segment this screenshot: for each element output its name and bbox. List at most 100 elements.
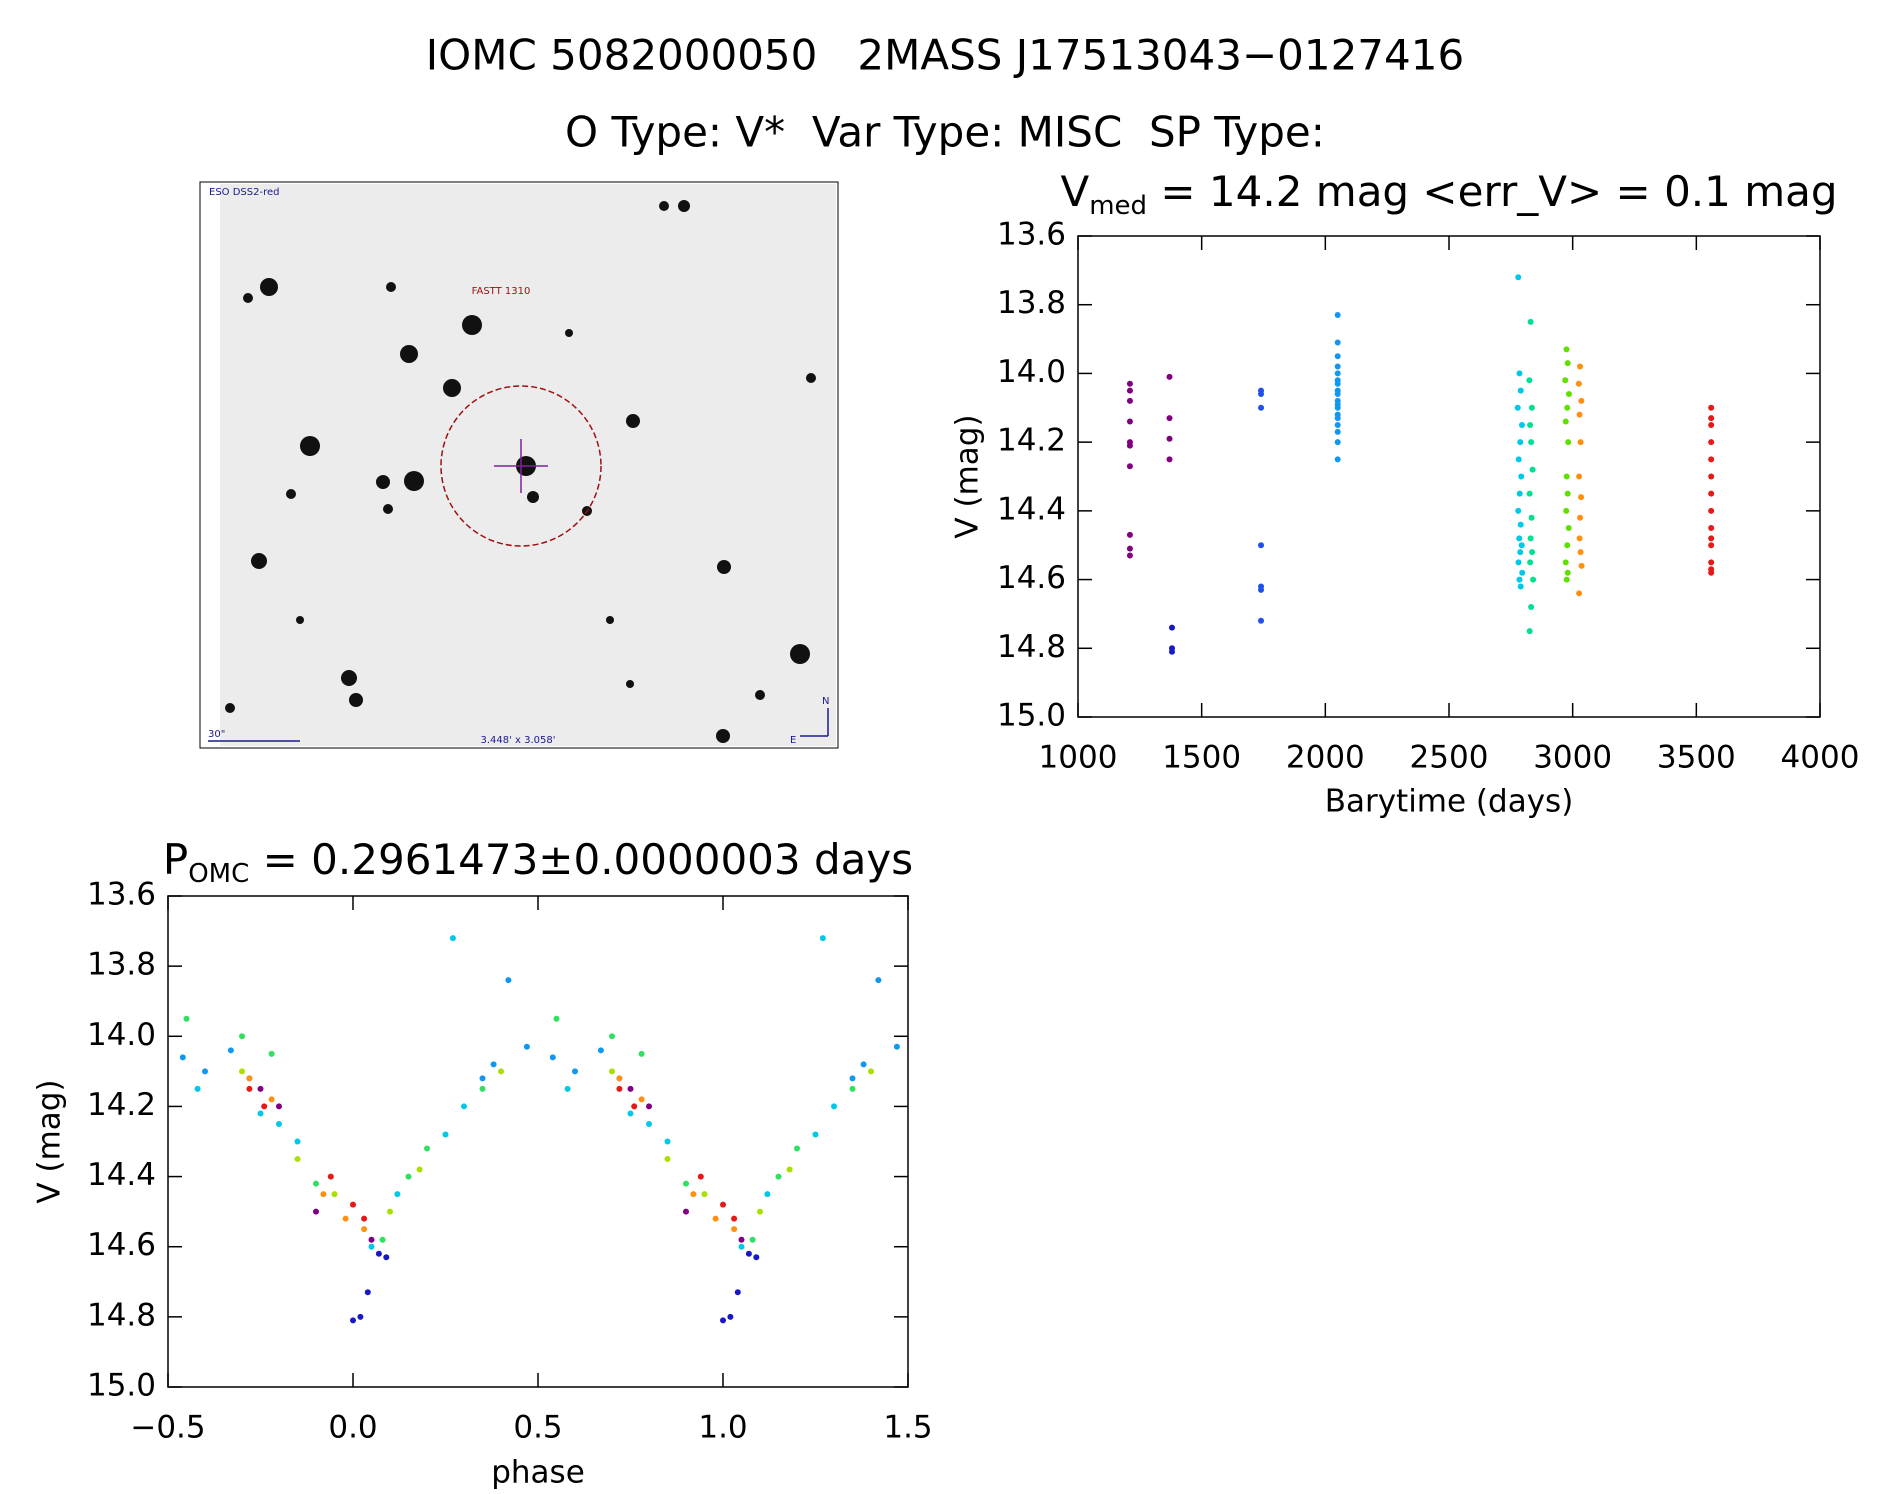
data-point xyxy=(1563,576,1570,583)
data-point xyxy=(819,935,826,942)
data-point xyxy=(1564,360,1571,367)
data-point xyxy=(1166,415,1173,422)
data-point xyxy=(350,1317,356,1324)
data-point xyxy=(1126,442,1133,449)
title-subscript: med xyxy=(1089,191,1147,221)
data-point xyxy=(664,1156,671,1163)
data-point xyxy=(257,1110,264,1117)
data-point xyxy=(276,1120,282,1127)
data-point xyxy=(638,1096,645,1103)
data-point xyxy=(1708,535,1715,542)
data-point xyxy=(261,1103,268,1110)
data-point xyxy=(664,1138,671,1145)
data-point xyxy=(1518,473,1525,480)
data-point xyxy=(1708,490,1715,497)
data-point xyxy=(1515,559,1522,566)
y-tick-label: 14.4 xyxy=(997,491,1066,527)
data-point xyxy=(490,1061,497,1068)
data-point xyxy=(1562,377,1569,384)
data-point xyxy=(1258,586,1265,593)
data-point xyxy=(868,1068,874,1075)
x-tick-label: 2500 xyxy=(1410,740,1489,776)
data-point xyxy=(246,1075,253,1082)
data-point xyxy=(627,1085,634,1092)
data-point xyxy=(812,1131,819,1138)
data-point xyxy=(683,1180,689,1187)
data-point xyxy=(227,1047,234,1054)
data-point xyxy=(1519,569,1526,576)
data-point xyxy=(1577,514,1584,521)
data-point xyxy=(646,1120,652,1127)
plot-frame xyxy=(167,895,909,1388)
data-point xyxy=(368,1236,375,1243)
data-point xyxy=(1526,377,1533,384)
data-point xyxy=(1564,490,1571,497)
data-point xyxy=(786,1166,793,1173)
data-point xyxy=(1563,507,1570,514)
data-point xyxy=(849,1085,856,1092)
data-point xyxy=(627,1110,634,1117)
data-point xyxy=(1166,373,1173,380)
data-point xyxy=(320,1191,327,1198)
y-tick-label: 14.2 xyxy=(997,423,1066,459)
data-point xyxy=(712,1215,719,1222)
data-point xyxy=(683,1208,689,1215)
data-point xyxy=(1517,387,1524,394)
data-point xyxy=(479,1075,486,1082)
x-tick-label: 3500 xyxy=(1657,740,1736,776)
data-point xyxy=(1708,439,1715,446)
data-point xyxy=(1577,363,1584,370)
data-point xyxy=(609,1033,615,1040)
x-tick-label: −0.5 xyxy=(130,1410,205,1446)
data-point xyxy=(631,1103,638,1110)
data-point xyxy=(701,1191,708,1198)
data-point xyxy=(697,1173,704,1180)
data-point xyxy=(1334,353,1341,360)
data-point xyxy=(342,1215,349,1222)
data-point xyxy=(1527,559,1534,566)
data-point xyxy=(734,1289,741,1296)
data-point xyxy=(1565,525,1572,532)
y-tick-label: 15.0 xyxy=(87,1368,156,1404)
survey-label: ESO DSS2-red xyxy=(209,187,279,198)
data-point xyxy=(1517,521,1524,528)
x-axis-label: phase xyxy=(491,1455,585,1491)
data-point xyxy=(757,1208,763,1215)
y-tick-label: 14.2 xyxy=(87,1087,156,1123)
y-tick-label: 14.6 xyxy=(87,1227,156,1263)
data-point xyxy=(387,1208,393,1215)
y-tick-label: 13.8 xyxy=(997,285,1066,321)
data-point xyxy=(350,1201,356,1208)
data-point xyxy=(1518,542,1525,549)
data-point xyxy=(831,1103,837,1110)
data-point xyxy=(1126,463,1133,470)
y-tick-label: 14.0 xyxy=(997,354,1066,390)
data-point xyxy=(246,1085,253,1092)
data-point xyxy=(1334,439,1341,446)
data-point xyxy=(202,1068,208,1075)
data-point xyxy=(1334,363,1341,370)
data-point xyxy=(794,1145,800,1152)
data-point xyxy=(1576,535,1583,542)
data-point xyxy=(731,1226,738,1233)
data-point xyxy=(893,1043,900,1050)
data-point xyxy=(1708,569,1715,576)
sky-image: ESO DSS2-red FASTT 1310 30" 3.448' x 3.0… xyxy=(199,181,839,749)
data-point xyxy=(239,1033,245,1040)
data-point xyxy=(1515,456,1522,463)
data-point xyxy=(368,1243,375,1250)
y-tick-label: 14.6 xyxy=(997,560,1066,596)
data-point xyxy=(1334,339,1341,346)
data-point xyxy=(1576,473,1583,480)
data-point xyxy=(1708,542,1715,549)
fov-label: 3.448' x 3.058' xyxy=(480,735,555,746)
title-rest: = 14.2 mag <err_V> = 0.1 mag xyxy=(1147,167,1838,216)
data-point xyxy=(523,1043,530,1050)
data-point xyxy=(498,1068,504,1075)
data-point xyxy=(1166,435,1173,442)
data-point xyxy=(609,1068,615,1075)
data-point xyxy=(1517,583,1524,590)
data-point xyxy=(1529,549,1536,556)
x-tick-label: 1.0 xyxy=(698,1410,747,1446)
